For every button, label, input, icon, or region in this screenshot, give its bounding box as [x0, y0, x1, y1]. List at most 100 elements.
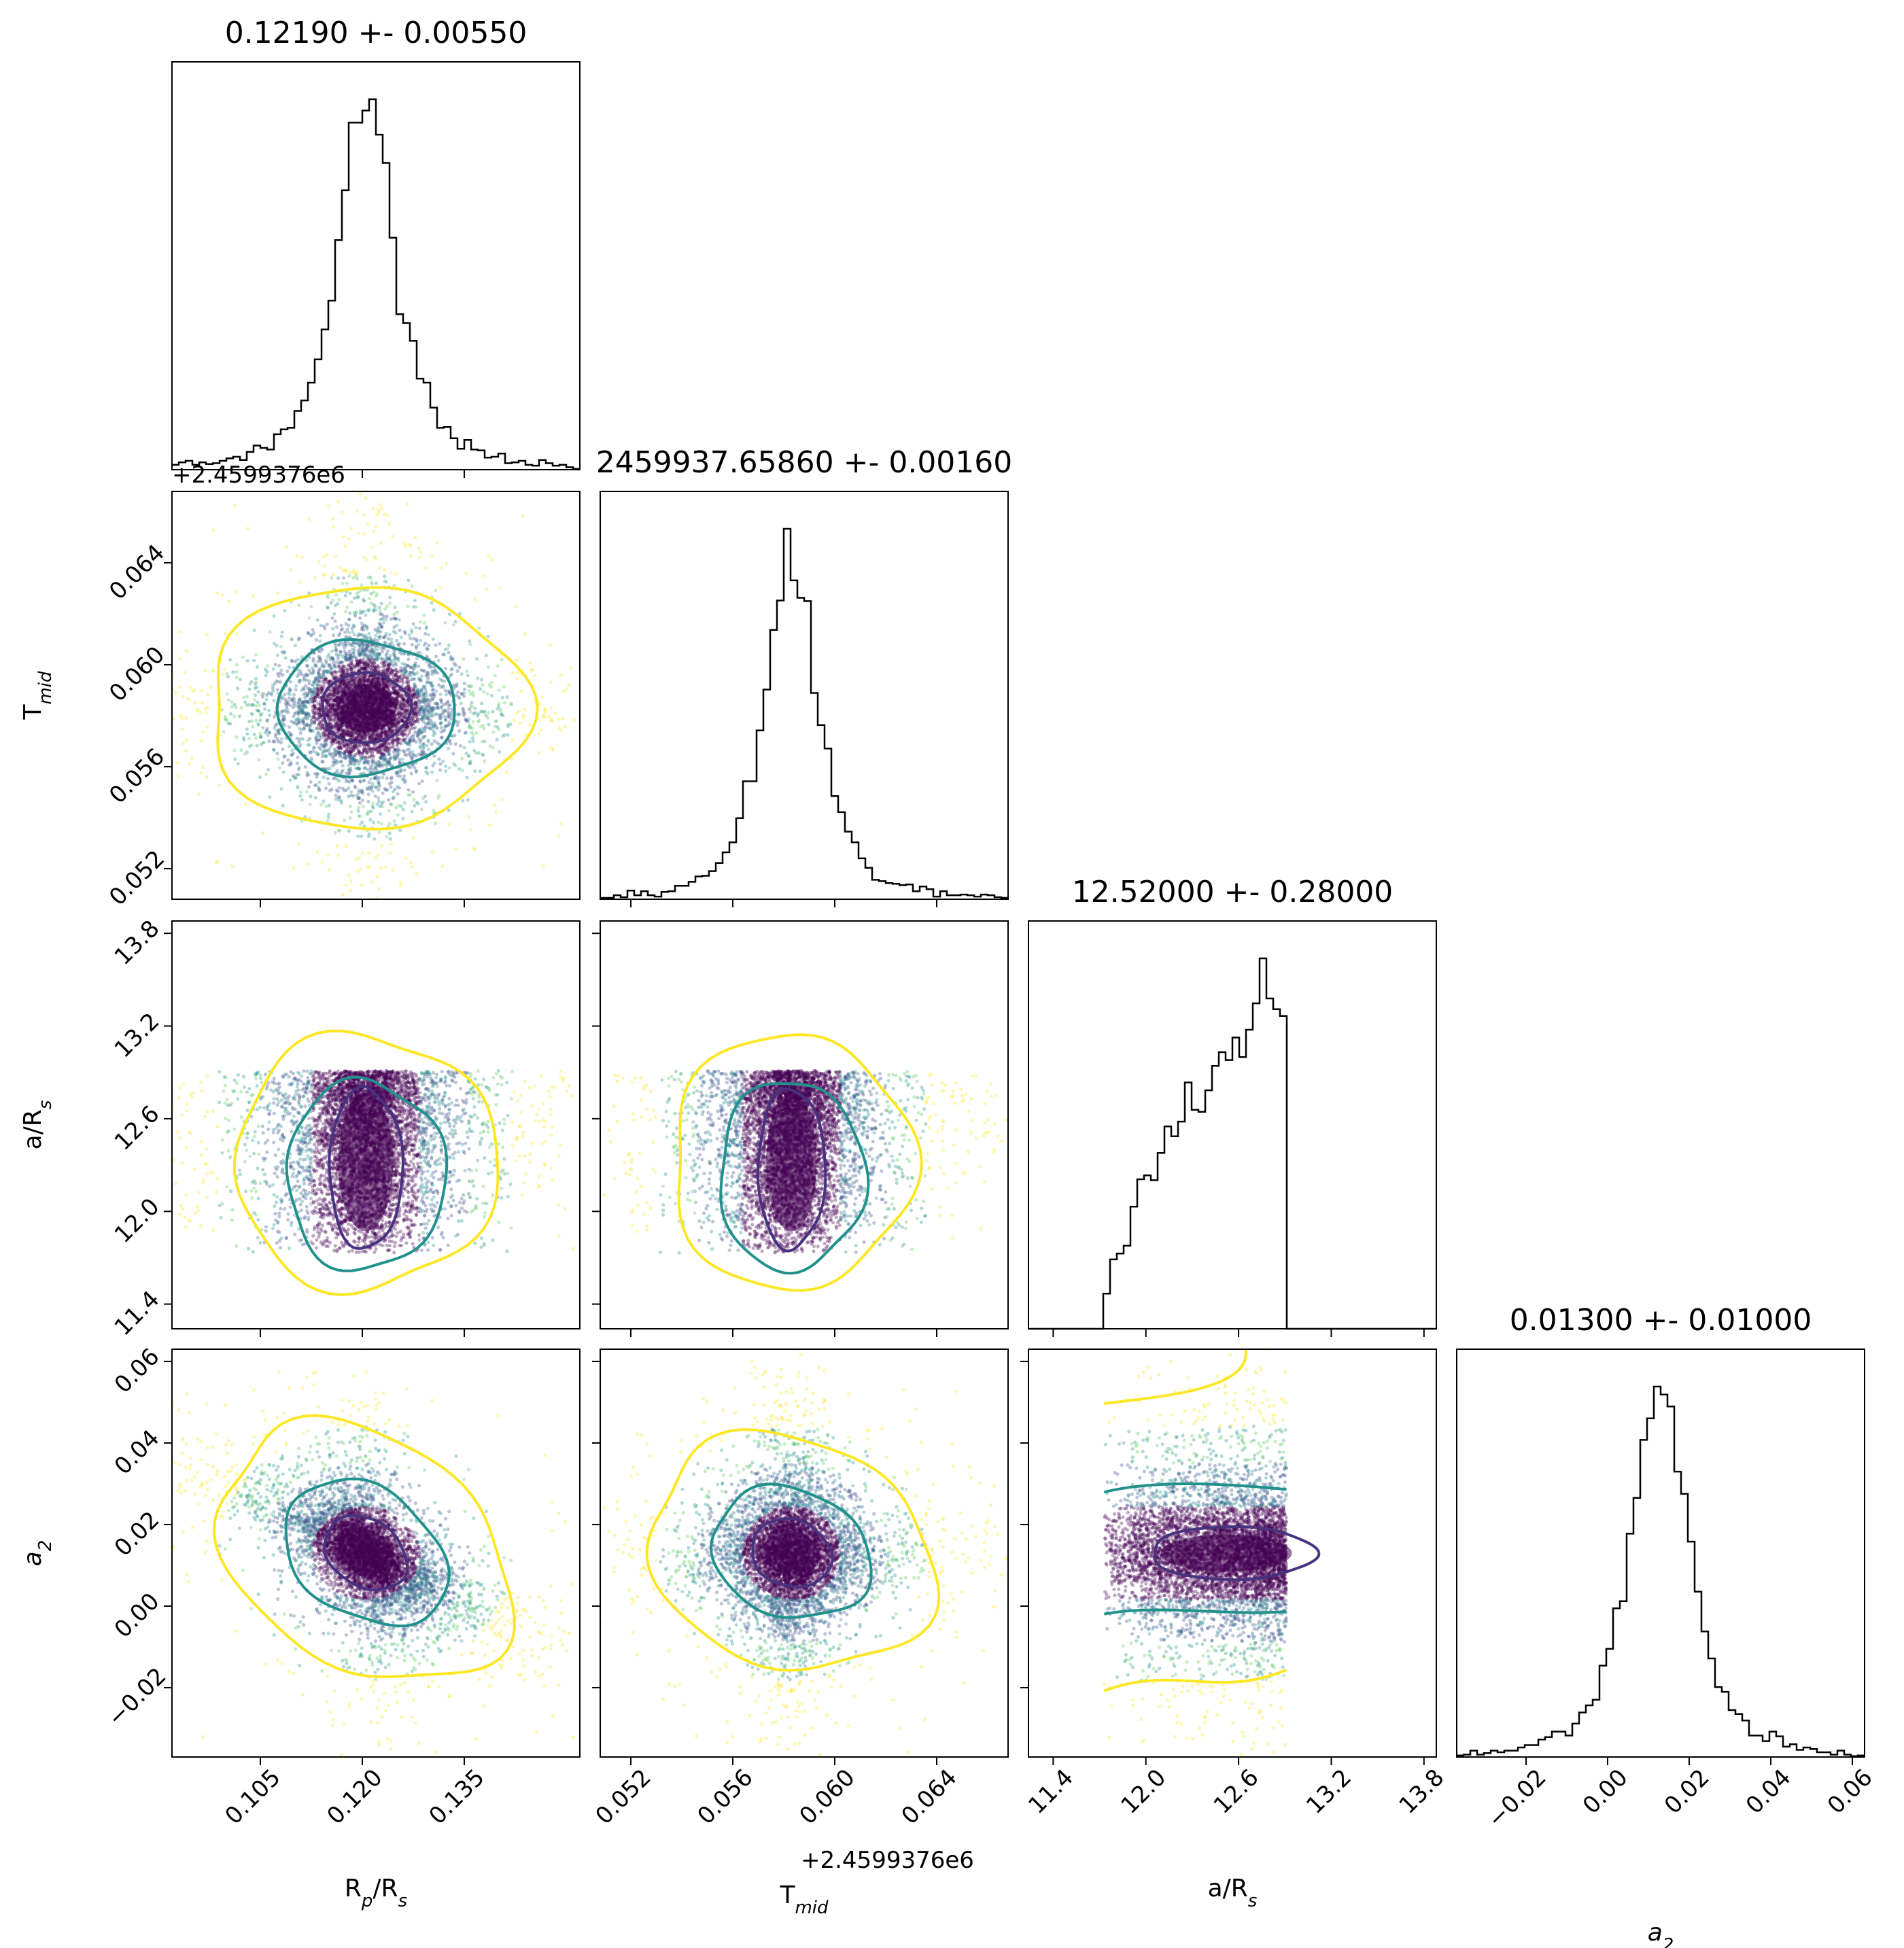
sample-point: [360, 610, 364, 614]
sample-point: [346, 732, 350, 736]
sample-point: [349, 665, 353, 669]
sample-point: [368, 678, 373, 682]
sample-point: [473, 769, 477, 773]
sample-point: [415, 712, 419, 716]
sample-point: [413, 663, 417, 667]
sample-point: [314, 750, 318, 754]
sample-point: [275, 653, 279, 657]
sample-point: [360, 660, 364, 665]
sample-point: [333, 698, 337, 703]
sample-point: [303, 695, 307, 699]
sample-point: [341, 660, 345, 664]
sample-point: [368, 645, 373, 649]
sample-point: [300, 672, 304, 676]
sample-point: [423, 734, 427, 738]
sample-point: [356, 732, 360, 736]
sample-point: [297, 720, 302, 725]
sample-point: [324, 697, 328, 701]
sample-point: [325, 669, 329, 674]
sample-point: [358, 667, 362, 672]
sample-point: [370, 681, 375, 685]
sample-point: [432, 706, 436, 710]
sample-point: [307, 679, 311, 683]
sample-point: [439, 721, 443, 725]
sample-point: [417, 546, 421, 550]
sample-point: [395, 670, 399, 674]
sample-point: [398, 642, 402, 646]
sample-point: [400, 707, 404, 711]
sample-point: [367, 674, 371, 678]
sample-point: [413, 535, 417, 540]
sample-point: [387, 663, 391, 667]
sample-point: [340, 769, 344, 773]
sample-point: [402, 750, 406, 754]
sample-point: [423, 714, 427, 718]
sample-point: [430, 723, 434, 727]
sample-point: [324, 706, 329, 710]
sample-point: [377, 780, 381, 785]
sample-point: [305, 712, 309, 716]
sample-point: [372, 609, 376, 613]
sample-point: [233, 757, 237, 761]
sample-point: [373, 776, 378, 780]
sample-point: [365, 655, 369, 659]
sample-point: [266, 767, 271, 772]
sample-point: [334, 649, 338, 653]
sample-point: [396, 733, 400, 737]
sample-point: [361, 643, 365, 647]
sample-point: [205, 706, 209, 710]
sample-point: [294, 718, 298, 722]
sample-point: [331, 735, 335, 739]
sample-point: [393, 718, 397, 722]
sample-point: [385, 512, 390, 517]
sample-point: [387, 725, 392, 729]
sample-point: [364, 647, 368, 651]
sample-point: [338, 631, 342, 636]
sample-point: [419, 689, 423, 693]
sample-point: [455, 684, 459, 689]
sample-point: [399, 665, 403, 670]
sample-point: [399, 731, 403, 735]
sample-point: [288, 689, 292, 693]
sample-point: [398, 628, 402, 633]
sample-point: [336, 750, 341, 754]
sample-point: [245, 659, 249, 663]
sample-point: [368, 747, 373, 751]
sample-point: [355, 735, 359, 740]
sample-point: [417, 691, 422, 696]
sample-point: [423, 721, 428, 725]
histogram-frame: [1456, 1349, 1865, 1758]
sample-point: [425, 744, 429, 748]
sample-point: [327, 733, 331, 737]
sample-point: [313, 716, 317, 720]
sample-point: [302, 710, 306, 714]
sample-point: [286, 710, 290, 714]
sample-point: [396, 771, 400, 775]
sample-point: [190, 756, 194, 761]
sample-point: [396, 643, 400, 647]
sample-point: [396, 720, 400, 724]
sample-point: [339, 759, 343, 763]
sample-point: [496, 707, 500, 711]
sample-point: [383, 733, 387, 737]
sample-point: [392, 672, 396, 676]
sample-point: [395, 720, 399, 725]
sample-point: [337, 662, 341, 666]
sample-point: [355, 659, 359, 663]
sample-point: [429, 718, 433, 723]
sample-point: [192, 688, 196, 692]
sample-point: [338, 729, 342, 733]
sample-point: [327, 663, 331, 668]
sample-point: [385, 614, 389, 619]
sample-point: [363, 666, 367, 671]
sample-point: [414, 605, 418, 609]
sample-point: [409, 665, 413, 669]
sample-point: [336, 750, 341, 754]
sample-point: [360, 883, 364, 887]
sample-point: [528, 661, 532, 665]
sample-point: [350, 627, 354, 631]
sample-point: [400, 733, 405, 737]
sample-point: [378, 617, 383, 622]
sample-point: [379, 866, 383, 870]
sample-point: [409, 689, 413, 693]
